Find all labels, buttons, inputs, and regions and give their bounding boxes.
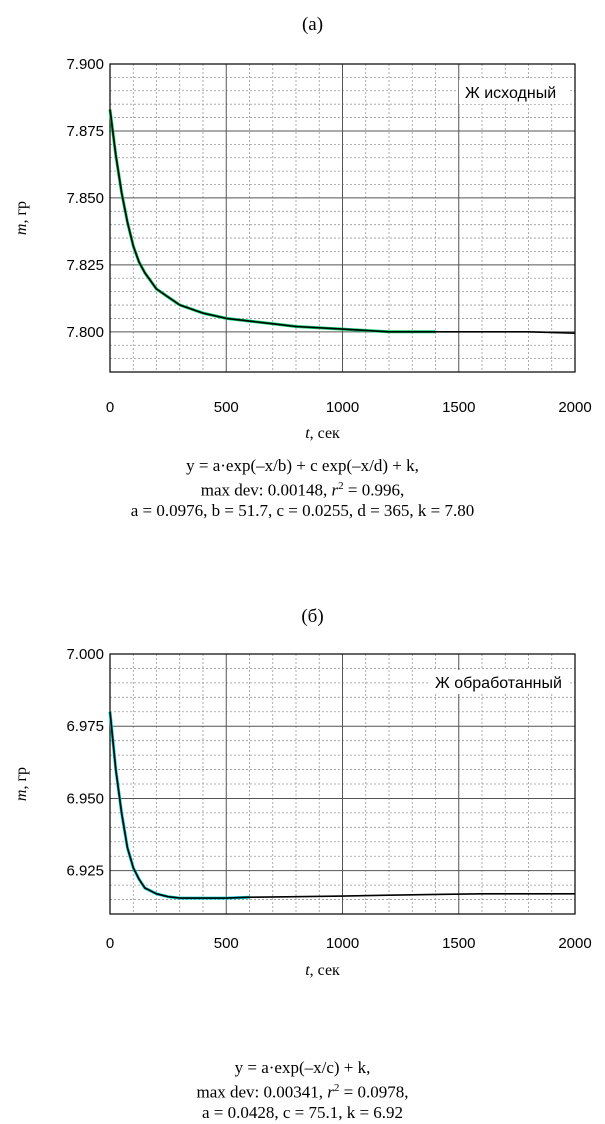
x-tick-label: 0 bbox=[106, 399, 114, 416]
y-axis-label-symbol: m bbox=[13, 790, 30, 802]
y-tick-label: 7.875 bbox=[66, 123, 104, 140]
y-tick-label: 7.825 bbox=[66, 257, 104, 274]
y-tick-label: 6.925 bbox=[66, 863, 104, 880]
y-axis-label: m, гр bbox=[13, 767, 30, 801]
x-tick-label: 500 bbox=[214, 399, 239, 416]
formula-b-line1: y = a·exp(–x/c) + k, bbox=[234, 1058, 371, 1077]
formula-b: y = a·exp(–x/c) + k, max dev: 0.00341, r… bbox=[0, 1058, 605, 1123]
y-tick-label: 7.850 bbox=[66, 190, 104, 207]
x-tick-label: 1000 bbox=[326, 935, 359, 952]
x-axis-label: t, сек bbox=[305, 962, 340, 979]
y-tick-label: 6.975 bbox=[66, 718, 104, 735]
x-axis-label-symbol: t bbox=[305, 962, 310, 979]
x-tick-label: 2000 bbox=[558, 399, 591, 416]
legend-label: Ж исходный bbox=[465, 85, 556, 102]
y-tick-label: 7.900 bbox=[66, 56, 104, 73]
panel-label: (б) bbox=[301, 606, 323, 627]
legend-background bbox=[459, 80, 569, 104]
x-tick-label: 2000 bbox=[558, 935, 591, 952]
y-tick-label: 7.800 bbox=[66, 324, 104, 341]
x-axis-label-unit: , сек bbox=[310, 962, 340, 979]
formula-a-line1: y = a·exp(–x/b) + c exp(–x/d) + k, bbox=[186, 456, 419, 475]
y-tick-label: 6.950 bbox=[66, 790, 104, 807]
x-axis-label: t, сек bbox=[305, 425, 340, 442]
x-tick-label: 500 bbox=[214, 935, 239, 952]
formula-a-line3: a = 0.0976, b = 51.7, c = 0.0255, d = 36… bbox=[130, 500, 475, 520]
x-axis-label-symbol: t bbox=[305, 425, 310, 442]
y-axis-label-unit: , гр bbox=[13, 767, 30, 790]
formula-b-line2: max dev: 0.00341, r2 = 0.0978, bbox=[196, 1082, 409, 1102]
y-axis-label: m, гр bbox=[13, 201, 30, 235]
x-tick-label: 1500 bbox=[442, 399, 475, 416]
series-line bbox=[109, 109, 576, 334]
formula-a-line2: max dev: 0.00148, r2 = 0.996, bbox=[200, 480, 405, 500]
legend: Ж обработанный bbox=[429, 670, 569, 694]
chart-panel-b: (б) 0 500 1000 1500 2000 6.925 6.950 6.975 7.000 t… bbox=[13, 606, 592, 979]
y-axis-label-symbol: m bbox=[13, 224, 30, 236]
y-tick-label: 7.000 bbox=[66, 646, 104, 663]
x-tick-label: 1500 bbox=[442, 935, 475, 952]
panel-label: (а) bbox=[302, 14, 323, 35]
plot-frame bbox=[109, 63, 576, 373]
chart-panel-a: (а) 0 500 1000 1500 2000 7.800 7.825 7.850 7.875 7… bbox=[13, 14, 592, 442]
x-tick-label: 1000 bbox=[326, 399, 359, 416]
legend: Ж исходный bbox=[459, 80, 569, 104]
legend-label: Ж обработанный bbox=[435, 675, 562, 692]
x-axis-label-unit: , сек bbox=[310, 425, 340, 442]
formula-a: y = a·exp(–x/b) + c exp(–x/d) + k, max d… bbox=[0, 456, 605, 521]
series-line bbox=[109, 711, 575, 899]
formula-b-line3: a = 0.0428, c = 75.1, k = 6.92 bbox=[201, 1102, 404, 1122]
y-axis-label-unit: , гр bbox=[13, 201, 30, 224]
legend-background bbox=[429, 670, 569, 694]
plot-frame bbox=[109, 653, 576, 915]
x-tick-label: 0 bbox=[106, 935, 114, 952]
